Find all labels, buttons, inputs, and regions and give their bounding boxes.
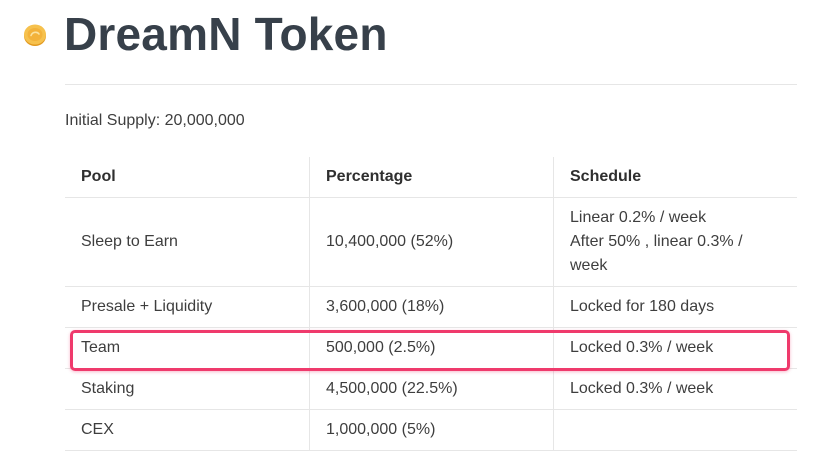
schedule-line: week: [570, 257, 608, 274]
coin-icon: [24, 24, 46, 46]
table-row: Staking 4,500,000 (22.5%) Locked 0.3% / …: [65, 368, 797, 410]
table-row: CEX 1,000,000 (5%): [65, 409, 797, 451]
cell-schedule: [553, 409, 797, 451]
cell-percentage: 3,600,000 (18%): [309, 286, 554, 328]
initial-supply-text: Initial Supply: 20,000,000: [65, 112, 245, 129]
cell-pool: CEX: [65, 409, 310, 451]
cell-pool: Team: [65, 327, 310, 369]
cell-pool: Staking: [65, 368, 310, 410]
header-schedule: Schedule: [553, 157, 797, 198]
schedule-line: After 50% , linear 0.3% /: [570, 233, 743, 250]
table-row: Sleep to Earn 10,400,000 (52%) Linear 0.…: [65, 197, 797, 287]
schedule-line: Linear 0.2% / week: [570, 209, 707, 226]
cell-percentage: 1,000,000 (5%): [309, 409, 554, 451]
cell-pool: Presale + Liquidity: [65, 286, 310, 328]
table-row: Presale + Liquidity 3,600,000 (18%) Lock…: [65, 286, 797, 328]
token-distribution-table: Pool Percentage Schedule Sleep to Earn 1…: [65, 157, 797, 451]
cell-percentage: 500,000 (2.5%): [309, 327, 554, 369]
cell-percentage: 10,400,000 (52%): [309, 197, 554, 287]
divider: [65, 84, 797, 85]
table-header-row: Pool Percentage Schedule: [65, 157, 797, 198]
cell-schedule: Locked 0.3% / week: [553, 327, 797, 369]
cell-percentage: 4,500,000 (22.5%): [309, 368, 554, 410]
cell-schedule: Linear 0.2% / week After 50% , linear 0.…: [553, 197, 797, 287]
header-pool: Pool: [65, 157, 310, 198]
cell-schedule: Locked 0.3% / week: [553, 368, 797, 410]
cell-schedule: Locked for 180 days: [553, 286, 797, 328]
header-percentage: Percentage: [309, 157, 554, 198]
table-row-team: Team 500,000 (2.5%) Locked 0.3% / week: [65, 327, 797, 369]
title-row: DreamN Token: [22, 6, 388, 62]
page-title: DreamN Token: [64, 8, 388, 60]
cell-pool: Sleep to Earn: [65, 197, 310, 287]
